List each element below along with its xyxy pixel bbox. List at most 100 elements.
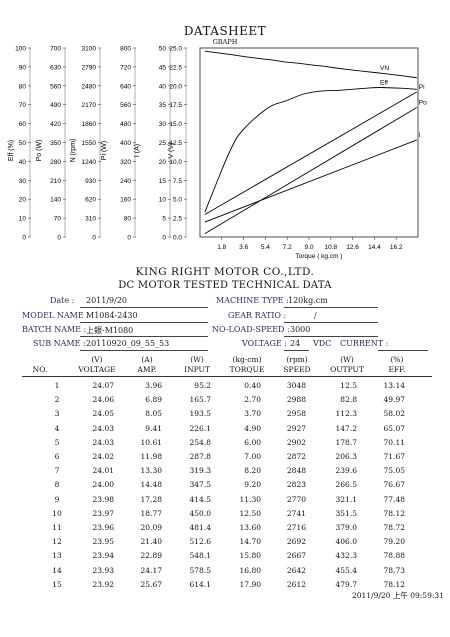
column-header: TORQUE — [229, 365, 265, 374]
y-tick-label: 720 — [120, 64, 131, 71]
table-cell: 193.5 — [189, 409, 211, 419]
table-cell: 450.0 — [189, 508, 211, 518]
table-cell: 2.70 — [244, 395, 261, 405]
table-cell: 165.7 — [189, 395, 211, 405]
x-tick-label: 1.8 — [217, 244, 226, 251]
y-tick-label: 160 — [120, 197, 131, 204]
series-label-i: I — [419, 132, 421, 139]
table-cell: 79.20 — [383, 537, 405, 547]
column-unit: (kg-cm) — [232, 355, 262, 364]
batch-value: 上銀-M1080 — [86, 326, 134, 335]
column-header: VOLTAGE — [78, 365, 116, 374]
y-tick-label: 90 — [19, 64, 27, 71]
table-cell: 17.28 — [140, 494, 162, 504]
column-unit: (W) — [340, 355, 354, 364]
table-cell: 77.48 — [383, 494, 405, 504]
y-tick-label: 10 — [19, 216, 27, 223]
column-unit: (rpm) — [286, 355, 308, 364]
table-cell: 9.41 — [145, 423, 162, 433]
table-cell: 206.3 — [335, 452, 357, 461]
y-tick-label: 20 — [159, 159, 167, 166]
y-tick-label: 5 — [162, 216, 166, 223]
sub-value: 20110920_09_55_53 — [86, 339, 170, 348]
table-cell: 11 — [52, 523, 62, 532]
model-label: MODEL NAME : — [22, 311, 89, 320]
machine-value: 120kg.cm — [288, 296, 328, 305]
y-tick-label: 3100 — [82, 46, 97, 53]
y-axis-label: Po (W) — [36, 140, 43, 162]
table-cell: 18.77 — [140, 508, 162, 518]
y-tick-label: 400 — [120, 140, 131, 147]
y-tick-label: 0 — [162, 235, 166, 242]
y-tick-label: 800 — [120, 46, 131, 53]
y-tick-label: 560 — [120, 102, 131, 109]
table-cell: 2988 — [286, 395, 306, 405]
table-cell: 12.5 — [340, 381, 357, 390]
table-cell: 24.03 — [92, 423, 114, 433]
y-tick-label: 700 — [50, 46, 61, 53]
column-header: NO. — [32, 365, 48, 374]
table-cell: 23.92 — [92, 579, 114, 589]
table-cell: 23.96 — [92, 523, 114, 532]
y-tick-label: 2790 — [82, 64, 97, 71]
gear-value: / — [314, 311, 317, 320]
table-cell: 455.4 — [335, 565, 357, 575]
y-tick-label: 0 — [92, 235, 96, 242]
y-tick-label: 40 — [19, 159, 27, 166]
table-cell: 24.03 — [92, 437, 114, 447]
table-cell: 23.97 — [92, 508, 114, 518]
y-tick-label: 480 — [120, 121, 131, 128]
table-cell: 512.6 — [189, 537, 211, 547]
table-cell: 614.1 — [189, 579, 211, 589]
y-tick-label: 0.0 — [173, 235, 182, 242]
table-cell: 49.97 — [383, 395, 405, 405]
table-cell: 24.01 — [92, 466, 114, 476]
table-cell: 14.70 — [239, 537, 261, 547]
y-axis-label: Pi (W) — [101, 141, 108, 160]
gear-label: GEAR RATIO : — [228, 311, 287, 320]
x-tick-label: 9.0 — [304, 244, 313, 251]
column-unit: (W) — [190, 355, 204, 364]
table-cell: 23.95 — [92, 537, 114, 547]
column-unit: (A) — [141, 355, 153, 364]
y-tick-label: 0 — [22, 235, 26, 242]
y-tick-label: 35 — [159, 102, 167, 109]
y-tick-label: 20.0 — [169, 83, 182, 90]
table-cell: 2692 — [286, 537, 306, 547]
table-cell: 12.50 — [239, 508, 261, 518]
y-tick-label: 320 — [120, 159, 131, 166]
noload-value: 3000 — [290, 325, 311, 334]
table-cell: 16.80 — [239, 565, 261, 575]
y-tick-label: 80 — [124, 216, 132, 223]
table-cell: 6 — [54, 452, 60, 461]
table-cell: 112.3 — [335, 409, 357, 419]
series-line-eff — [204, 87, 417, 213]
table-cell: 406.0 — [335, 537, 357, 547]
table-cell: 1 — [54, 381, 60, 390]
table-cell: 78.73 — [383, 565, 405, 575]
datasheet-subtitle: GRAPH — [212, 38, 238, 46]
table-cell: 23.98 — [92, 494, 114, 504]
report-title: DC MOTOR TESTED TECHNICAL DATA — [118, 280, 332, 291]
table-cell: 7 — [54, 466, 60, 476]
table-cell: 3.70 — [244, 409, 261, 419]
y-tick-label: 210 — [50, 178, 61, 185]
table-cell: 239.6 — [335, 466, 357, 476]
timestamp: 2011/9/20 上午 09:59:31 — [352, 591, 444, 600]
datasheet-title: DATASHEET — [183, 24, 267, 38]
table-cell: 479.7 — [335, 579, 357, 589]
table-cell: 347.5 — [189, 480, 211, 490]
column-header: SPEED — [283, 365, 311, 374]
y-tick-label: 20 — [19, 197, 27, 204]
y-tick-label: 280 — [50, 159, 61, 166]
table-cell: 178.7 — [335, 437, 357, 447]
table-cell: 23.94 — [92, 551, 114, 561]
table-cell: 95.2 — [194, 381, 211, 390]
table-cell: 70.11 — [383, 437, 405, 447]
y-tick-label: 350 — [50, 140, 61, 147]
table-cell: 6.00 — [244, 437, 261, 447]
y-tick-label: 22.5 — [169, 64, 182, 71]
table-cell: 2927 — [286, 423, 306, 433]
table-cell: 24.07 — [92, 381, 114, 390]
